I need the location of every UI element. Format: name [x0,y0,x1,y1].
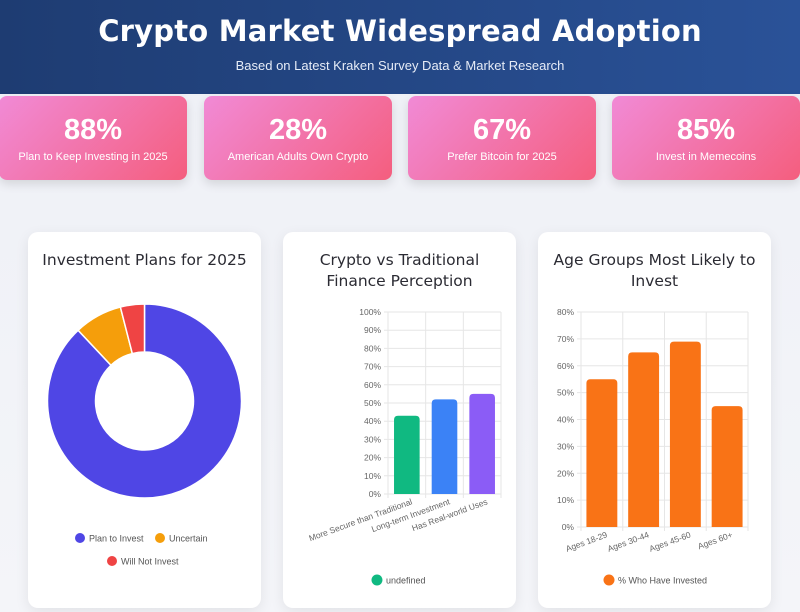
stat-card: 88% Plan to Keep Investing in 2025 [0,96,187,180]
stat-value: 28% [268,114,328,146]
y-tick-label: 50% [364,398,381,408]
perception-bar-chart: 0%10%20%30%40%50%60%70%80%90%100%More Se… [308,307,502,586]
y-tick-label: 30% [364,434,381,444]
stat-card: 67% Prefer Bitcoin for 2025 [408,96,596,180]
bar [394,415,420,494]
y-tick-label: 20% [364,453,381,463]
legend-item: Plan to Invest [75,533,144,544]
bar [469,393,495,494]
x-tick-label: Ages 30-44 [606,529,651,553]
y-tick-label: 0% [562,522,575,532]
y-tick-label: 60% [557,361,574,371]
y-tick-label: 10% [364,471,381,481]
bar [431,399,458,494]
legend-swatch [371,574,383,586]
y-tick-label: 100% [359,307,381,317]
legend-label: % Who Have Invested [618,576,707,586]
x-tick-label: Ages 60+ [696,529,733,551]
legend-item: undefined [371,574,426,586]
pie-slice [46,303,243,499]
chart-title: Investment Plans for 2025 [42,251,247,269]
legend-item: % Who Have Invested [603,574,707,586]
y-tick-label: 10% [557,495,574,505]
legend-label: undefined [386,576,426,586]
stat-label: Plan to Keep Investing in 2025 [18,151,168,163]
y-tick-label: 0% [369,489,382,499]
legend-label: Plan to Invest [89,534,144,544]
page-header: Crypto Market Widespread Adoption Based … [0,0,800,94]
page-subtitle: Based on Latest Kraken Survey Data & Mar… [235,58,565,73]
stat-label: American Adults Own Crypto [227,151,369,163]
y-tick-label: 20% [557,468,574,478]
legend-swatch [75,533,85,543]
chart-card-perception: Crypto vs Traditional Finance Perception… [283,232,516,608]
legend-label: Will Not Invest [121,557,179,567]
legend-swatch [155,533,165,543]
y-tick-label: 70% [364,362,381,372]
y-tick-label: 70% [557,334,574,344]
age-bar-chart: 0%10%20%30%40%50%60%70%80%Ages 18-29Ages… [557,307,749,586]
y-tick-label: 80% [364,343,381,353]
y-tick-label: 40% [364,416,381,426]
legend-label: Uncertain [169,534,208,544]
y-tick-label: 50% [557,388,574,398]
chart-title: Age Groups Most Likely to Invest [553,251,756,290]
y-tick-label: 90% [364,325,381,335]
stat-label: Prefer Bitcoin for 2025 [447,151,557,163]
bar [711,406,743,527]
y-tick-label: 60% [364,380,381,390]
pie-slice [119,303,146,355]
stat-value: 85% [676,114,736,146]
stat-label: Invest in Memecoins [655,151,757,163]
stat-value: 88% [63,114,123,146]
stat-card: 85% Invest in Memecoins [612,96,800,180]
bar [669,341,701,527]
stat-value: 67% [472,114,532,146]
legend-item: Uncertain [155,533,208,544]
donut-chart: Plan to Invest Uncertain Will Not Invest [46,303,243,567]
bar [586,379,618,527]
x-tick-label: Ages 18-29 [564,529,609,553]
page-title: Crypto Market Widespread Adoption [98,14,702,48]
chart-card-investment-plans: Investment Plans for 2025 Plan to Invest… [28,232,261,608]
y-tick-label: 80% [557,307,574,317]
stat-card: 28% American Adults Own Crypto [204,96,392,180]
legend-item: Will Not Invest [107,556,179,567]
legend-swatch [107,556,117,566]
chart-title: Crypto vs Traditional Finance Perception [319,251,480,290]
legend-swatch [603,574,615,586]
x-tick-label: Ages 45-60 [648,529,693,553]
y-tick-label: 30% [557,441,574,451]
bar [628,352,660,527]
y-tick-label: 40% [557,415,574,425]
chart-card-age-groups: Age Groups Most Likely to Invest 0% 10% 20… [538,232,771,608]
